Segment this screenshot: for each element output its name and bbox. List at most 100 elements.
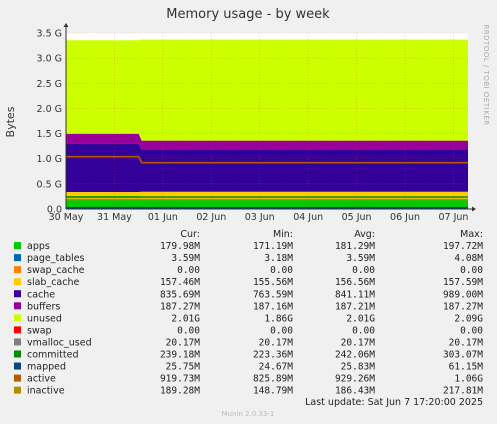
legend-label: buffers bbox=[27, 301, 60, 312]
x-tick-label: 02 Jun bbox=[196, 212, 226, 223]
legend-value-avg: 3.59M bbox=[346, 253, 375, 264]
legend-swatch-swap bbox=[14, 326, 21, 334]
x-tick-label: 04 Jun bbox=[293, 212, 323, 223]
legend-value-max: 61.15M bbox=[449, 362, 484, 373]
legend-value-avg: 186.43M bbox=[335, 386, 375, 397]
y-tick-label: 0.0 bbox=[47, 205, 62, 216]
legend-value-cur: 0.00 bbox=[177, 325, 200, 336]
legend-label: inactive bbox=[27, 386, 65, 397]
x-axis-arrow bbox=[472, 206, 476, 212]
legend-value-min: 187.16M bbox=[253, 301, 293, 312]
legend-value-max: 4.08M bbox=[454, 253, 483, 264]
x-tick-label: 05 Jun bbox=[342, 212, 372, 223]
area-buffers bbox=[66, 133, 468, 150]
legend-label: apps bbox=[27, 241, 50, 252]
legend-value-max: 1.06G bbox=[454, 374, 483, 385]
legend-swatch-slab-cache bbox=[14, 278, 21, 286]
legend-label: mapped bbox=[27, 362, 66, 373]
x-tick-label: 07 Jun bbox=[438, 212, 468, 223]
legend-value-max: 2.09G bbox=[454, 313, 483, 324]
x-tick-label: 31 May bbox=[97, 212, 132, 223]
y-tick-label: 0.5 G bbox=[37, 179, 63, 190]
legend-value-cur: 2.01G bbox=[171, 313, 200, 324]
x-tick-label: 06 Jun bbox=[390, 212, 420, 223]
legend-value-min: 3.18M bbox=[264, 253, 293, 264]
legend-value-min: 0.00 bbox=[270, 325, 293, 336]
legend-value-cur: 187.27M bbox=[160, 301, 200, 312]
legend-value-min: 24.67M bbox=[259, 362, 294, 373]
legend-value-min: 20.17M bbox=[259, 337, 294, 348]
legend-value-cur: 20.17M bbox=[166, 337, 201, 348]
legend-swatch-apps bbox=[14, 242, 21, 250]
legend-value-avg: 841.11M bbox=[335, 289, 375, 300]
legend-value-max: 303.07M bbox=[443, 350, 483, 361]
legend-value-min: 148.79M bbox=[253, 386, 293, 397]
legend-swatch-active bbox=[14, 374, 21, 382]
last-update: Last update: Sat Jun 7 17:20:00 2025 bbox=[305, 397, 483, 408]
y-tick-label: 2.0 G bbox=[37, 104, 63, 115]
legend-label: swap bbox=[27, 325, 52, 336]
legend-value-avg: 156.56M bbox=[335, 277, 375, 288]
y-axis-arrow bbox=[63, 23, 69, 27]
legend-value-avg: 25.83M bbox=[341, 362, 376, 373]
legend-value-cur: 189.28M bbox=[160, 386, 200, 397]
x-tick-label: 01 Jun bbox=[148, 212, 178, 223]
line-active bbox=[66, 155, 468, 164]
legend-value-max: 20.17M bbox=[449, 337, 484, 348]
legend-value-avg: 0.00 bbox=[352, 265, 375, 276]
x-tick-label: 03 Jun bbox=[245, 212, 275, 223]
legend-value-min: 171.19M bbox=[253, 241, 293, 252]
legend-swatch-unused bbox=[14, 314, 21, 322]
legend-value-avg: 187.21M bbox=[335, 301, 375, 312]
area-slab-cache bbox=[66, 191, 468, 200]
legend-value-cur: 919.73M bbox=[160, 374, 200, 385]
legend-value-max: 0.00 bbox=[460, 325, 483, 336]
legend-swatch-inactive bbox=[14, 386, 21, 394]
legend-value-avg: 929.26M bbox=[335, 374, 375, 385]
y-axis-label: Bytes bbox=[4, 106, 17, 137]
legend-value-min: 223.36M bbox=[253, 350, 293, 361]
legend-header: Cur: bbox=[180, 229, 200, 240]
legend-header: Avg: bbox=[354, 229, 375, 240]
legend-label: committed bbox=[27, 350, 79, 361]
legend-value-avg: 20.17M bbox=[341, 337, 376, 348]
y-tick-label: 2.5 G bbox=[37, 79, 63, 90]
legend-label: slab_cache bbox=[27, 277, 79, 288]
legend-value-max: 187.27M bbox=[443, 301, 483, 312]
area-unused bbox=[66, 39, 468, 141]
legend-value-max: 197.72M bbox=[443, 241, 483, 252]
legend-value-max: 217.81M bbox=[443, 386, 483, 397]
legend-swatch-vmalloc-used bbox=[14, 338, 21, 346]
munin-version: Munin 2.0.33-1 bbox=[222, 410, 275, 418]
legend-label: page_tables bbox=[27, 253, 85, 264]
legend: Cur: Min: Avg: Max: apps 179.98M 171.19M 181.29… bbox=[14, 229, 483, 397]
legend-value-avg: 2.01G bbox=[346, 313, 375, 324]
legend-value-avg: 0.00 bbox=[352, 325, 375, 336]
legend-label: unused bbox=[27, 313, 62, 324]
legend-value-min: 0.00 bbox=[270, 265, 293, 276]
chart-title: Memory usage - by week bbox=[166, 7, 330, 22]
legend-value-cur: 3.59M bbox=[171, 253, 200, 264]
legend-value-cur: 0.00 bbox=[177, 265, 200, 276]
area-cache bbox=[66, 143, 468, 192]
legend-value-cur: 157.46M bbox=[160, 277, 200, 288]
legend-swatch-page-tables bbox=[14, 254, 21, 262]
y-tick-label: 3.5 G bbox=[37, 29, 63, 40]
legend-swatch-mapped bbox=[14, 362, 21, 370]
legend-value-min: 763.59M bbox=[253, 289, 293, 300]
y-tick-label: 1.0 G bbox=[37, 154, 63, 165]
legend-label: cache bbox=[27, 289, 55, 300]
legend-label: swap_cache bbox=[27, 265, 85, 276]
legend-label: vmalloc_used bbox=[27, 337, 92, 348]
legend-header: Min: bbox=[273, 229, 293, 240]
y-tick-label: 1.5 G bbox=[37, 129, 63, 140]
legend-header: Max: bbox=[460, 229, 483, 240]
area-apps bbox=[66, 199, 468, 209]
legend-value-cur: 179.98M bbox=[160, 241, 200, 252]
legend-value-cur: 835.69M bbox=[160, 289, 200, 300]
legend-swatch-committed bbox=[14, 350, 21, 358]
y-tick-label: 3.0 G bbox=[37, 54, 63, 65]
legend-swatch-cache bbox=[14, 290, 21, 298]
plot-area: 0.0 0.5 G 1.0 G 1.5 G 2.0 G 2.5 G 3.0 G 3.5 G 30… bbox=[37, 23, 476, 223]
